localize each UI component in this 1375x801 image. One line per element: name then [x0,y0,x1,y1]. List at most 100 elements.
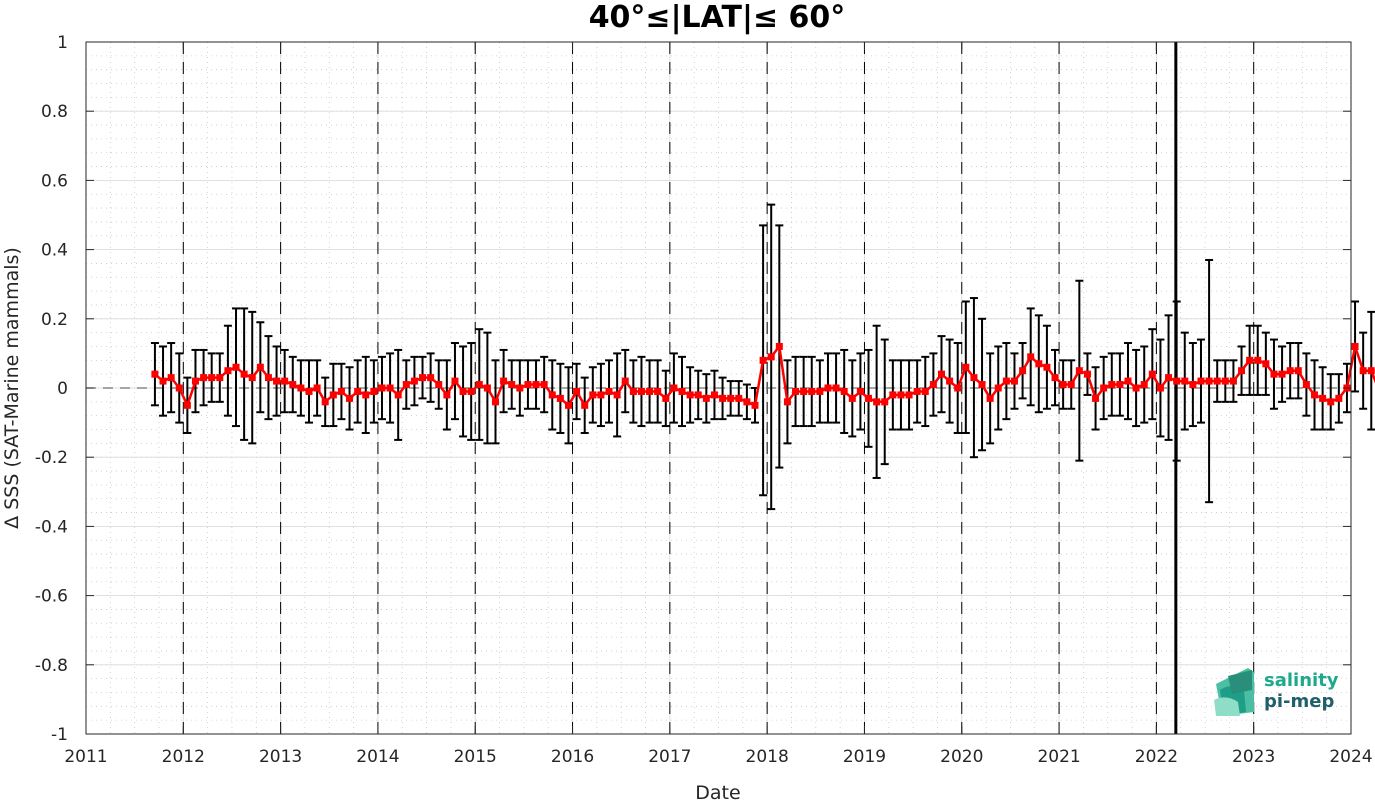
data-point [897,391,905,399]
y-tick-label: -0.2 [35,448,68,468]
data-point [1229,377,1237,385]
data-point [954,384,962,392]
data-point [467,387,475,395]
data-point [159,377,167,385]
y-tick-label: 0.6 [41,171,68,191]
x-tick-label: 2024 [1329,747,1372,767]
data-point [289,381,297,389]
data-point [840,387,848,395]
x-tick-label: 2017 [648,747,691,767]
data-point [1205,377,1213,385]
data-point [370,387,378,395]
data-point [508,381,516,389]
data-point [337,387,345,395]
data-point [297,384,305,392]
data-point [937,370,945,378]
data-point [694,391,702,399]
data-point [719,394,727,402]
data-point [613,391,621,399]
x-tick-label: 2013 [259,747,302,767]
data-point [913,387,921,395]
data-point [175,384,183,392]
y-axis-label: Δ SSS (SAT-Marine mammals) [1,247,23,529]
data-point [183,401,191,409]
data-point [670,384,678,392]
data-point [751,401,759,409]
data-point [500,377,508,385]
salinity-pi-mep-logo: salinity pi-mep [1214,668,1339,716]
data-point [637,387,645,395]
data-point [1351,342,1359,350]
y-tick-label: -1 [51,725,68,745]
data-point [946,377,954,385]
data-point [1075,367,1083,375]
data-point [248,374,256,382]
data-point [710,391,718,399]
data-point [873,398,881,406]
data-point [621,377,629,385]
data-point [1238,367,1246,375]
x-tick-label: 2016 [551,747,594,767]
data-point [1140,381,1148,389]
chart-title: 40°≤|LAT|≤ 60° [589,0,846,35]
data-point [1327,398,1335,406]
data-point [1335,394,1343,402]
data-point [232,363,240,371]
data-point [1100,384,1108,392]
data-point [1002,377,1010,385]
data-point [573,387,581,395]
data-point [548,391,556,399]
data-point [1067,381,1075,389]
data-point [1051,374,1059,382]
data-point [459,387,467,395]
data-point [273,377,281,385]
data-point [824,384,832,392]
x-tick-label: 2011 [64,747,107,767]
data-point [1108,381,1116,389]
data-point [556,394,564,402]
data-point [1213,377,1221,385]
x-tick-label: 2022 [1135,747,1178,767]
data-point [1059,381,1067,389]
data-point [662,394,670,402]
logo-text-line1: salinity [1264,670,1339,691]
y-tick-label: 0.8 [41,102,68,122]
data-point [354,387,362,395]
data-point [970,374,978,382]
data-point [281,377,289,385]
data-point [767,353,775,361]
data-point [191,377,199,385]
data-point [224,367,232,375]
data-point [865,394,873,402]
data-point [1302,381,1310,389]
data-point [1367,367,1375,375]
data-point [313,384,321,392]
data-point [427,374,435,382]
data-point [1010,377,1018,385]
data-point [962,363,970,371]
data-point [1043,363,1051,371]
series-line [154,341,1375,409]
x-tick-label: 2020 [940,747,983,767]
logo-text-line2: pi-mep [1264,691,1334,712]
y-tick-label: 0.4 [41,241,68,261]
data-point [905,391,913,399]
data-point [378,384,386,392]
data-point [151,370,159,378]
data-point [1254,356,1262,364]
data-point [1132,384,1140,392]
y-tick-label: -0.8 [35,656,68,676]
y-tick-label: -0.6 [35,587,68,607]
data-point [362,391,370,399]
data-point [329,391,337,399]
x-tick-label: 2018 [746,747,789,767]
data-point [540,381,548,389]
data-point [435,381,443,389]
data-point [978,381,986,389]
data-point [792,387,800,395]
data-point [1270,370,1278,378]
data-point [856,387,864,395]
axis-ticks [85,41,1352,735]
